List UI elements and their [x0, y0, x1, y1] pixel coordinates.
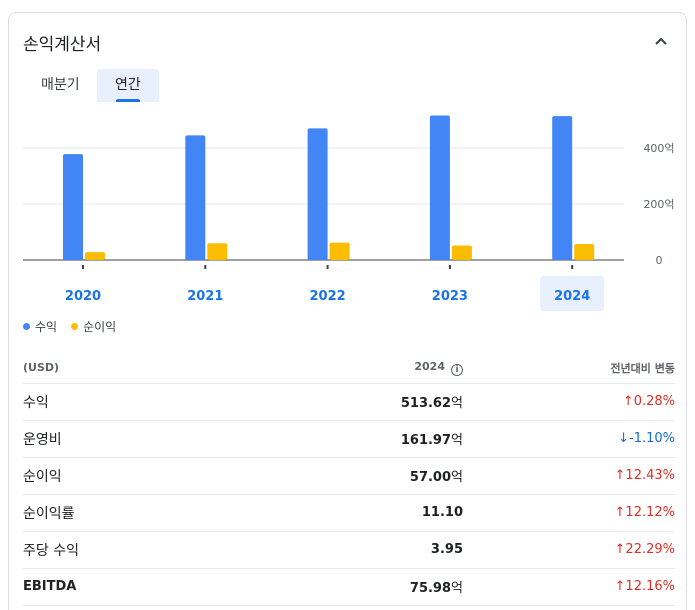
tab-annual[interactable]: 연간 [97, 69, 159, 102]
row-value: 3.95 [263, 531, 463, 569]
row-value-number: 75.98 [409, 581, 452, 596]
tab-quarterly[interactable]: 매분기 [41, 77, 80, 93]
row-value-number: 513.62 [400, 396, 452, 411]
net-income-bar-2023 [451, 245, 472, 260]
row-value: 75.98억 [263, 568, 463, 606]
year-header-label: 2024 [414, 359, 445, 373]
row-value-number: 11.10 [421, 505, 463, 520]
legend-item-revenue: 수익 [23, 318, 57, 335]
row-value-unit: 억 [451, 470, 463, 485]
x-tick-label-2022[interactable]: 2022 [310, 289, 346, 304]
row-change: ↑12.16% [463, 568, 675, 606]
row-value-unit: 억 [451, 433, 463, 448]
row-change-value: 12.43% [625, 468, 675, 483]
legend-item-net-income: 순이익 [71, 318, 116, 335]
income-chart: 0 200억 400억 2020 2021 2022 2023 2024 [23, 115, 675, 311]
row-value-number: 3.95 [430, 542, 463, 557]
row-change-value: -1.10% [629, 431, 675, 446]
table-row: 순이익 57.00억 ↑12.43% [23, 457, 675, 495]
arrow-down-icon: ↓ [618, 431, 629, 446]
revenue-bar-2024 [552, 116, 573, 260]
row-change-value: 12.12% [625, 505, 675, 520]
x-tick-label-2023[interactable]: 2023 [432, 289, 468, 304]
change-header: 전년대비 변동 [463, 353, 675, 384]
y-tick-label: 0 [656, 254, 663, 267]
row-value-number: 57.00 [409, 470, 452, 485]
row-value-number: 161.97 [400, 433, 452, 448]
chevron-up-icon[interactable] [652, 33, 670, 51]
chart-legend: 수익 순이익 [23, 318, 116, 335]
row-label: 주당 수익 [23, 531, 263, 569]
row-label: EBITDA [23, 568, 263, 606]
arrow-up-icon: ↑ [614, 505, 626, 520]
year-header: 2024 i [263, 353, 463, 384]
row-value: 513.62억 [263, 383, 463, 421]
revenue-bar-2021 [185, 135, 206, 260]
row-value-unit: 억 [451, 396, 463, 411]
row-change-value: 0.28% [633, 394, 675, 409]
row-label: 수익 [23, 383, 263, 421]
x-tick-label-2021[interactable]: 2021 [187, 289, 223, 304]
blue-dot-icon [23, 323, 30, 330]
income-statement-card: 손익계산서 매분기 연간 0 200억 400억 2020 2021 2022 2023 20… [8, 12, 687, 610]
table-row: 수익 513.62억 ↑0.28% [23, 383, 675, 421]
table-header-row: (USD) 2024 i 전년대비 변동 [23, 353, 675, 384]
x-tick-label-2020[interactable]: 2020 [65, 289, 101, 304]
net-income-bar-2020 [85, 252, 105, 260]
financials-table: (USD) 2024 i 전년대비 변동 수익 513.62억 ↑0.28% 운영비 16… [23, 353, 675, 606]
x-tick-label-2024[interactable]: 2024 [554, 289, 590, 304]
row-change: ↑12.43% [463, 457, 675, 495]
table-row: 주당 수익 3.95 ↑22.29% [23, 531, 675, 569]
net-income-bar-2021 [207, 243, 228, 260]
y-tick-label: 200억 [643, 198, 674, 211]
arrow-up-icon: ↑ [614, 468, 626, 483]
row-value: 11.10 [263, 494, 463, 532]
arrow-up-icon: ↑ [614, 579, 626, 594]
row-value: 161.97억 [263, 420, 463, 458]
card-title: 손익계산서 [23, 35, 102, 55]
revenue-bar-2022 [307, 128, 328, 260]
row-value-unit: 억 [451, 581, 463, 596]
net-income-bar-2022 [329, 242, 350, 260]
table-row: 운영비 161.97억 ↓-1.10% [23, 420, 675, 458]
revenue-bar-2023 [429, 115, 450, 261]
table-row: EBITDA 75.98억 ↑12.16% [23, 568, 675, 606]
row-change-value: 22.29% [625, 542, 675, 557]
row-change: ↑0.28% [463, 383, 675, 421]
yellow-dot-icon [71, 323, 79, 330]
row-label: 순이익률 [23, 494, 263, 532]
info-icon[interactable]: i [451, 363, 463, 376]
row-change: ↑12.12% [463, 494, 675, 532]
arrow-up-icon: ↑ [622, 394, 634, 409]
row-label: 순이익 [23, 457, 263, 495]
y-tick-label: 400억 [643, 142, 674, 155]
row-label: 운영비 [23, 420, 263, 458]
revenue-bar-2020 [63, 154, 83, 260]
row-value: 57.00억 [263, 457, 463, 495]
row-change: ↑22.29% [463, 531, 675, 569]
net-income-bar-2024 [574, 244, 595, 260]
selected-year-bg [540, 276, 605, 311]
legend-label-net-income: 순이익 [83, 320, 117, 334]
row-change-value: 12.16% [625, 579, 675, 594]
arrow-up-icon: ↑ [614, 542, 626, 557]
row-change: ↓-1.10% [463, 420, 675, 458]
currency-header: (USD) [23, 353, 263, 384]
legend-label-revenue: 수익 [35, 320, 58, 334]
table-row: 순이익률 11.10 ↑12.12% [23, 494, 675, 532]
